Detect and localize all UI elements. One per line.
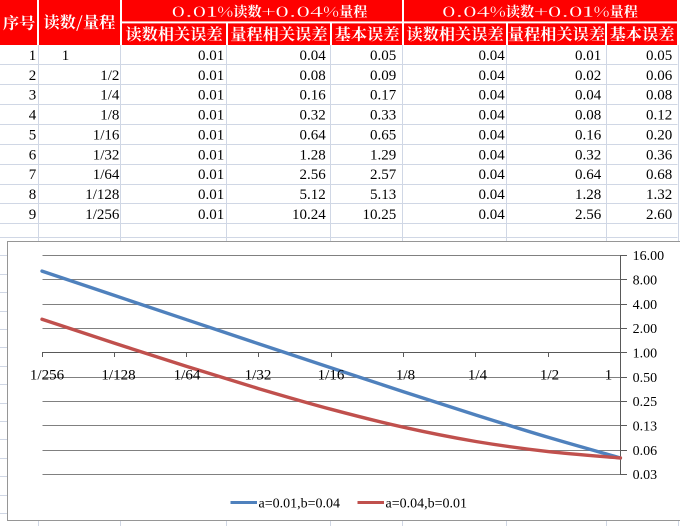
svg-text:1.28: 1.28 xyxy=(575,187,601,203)
svg-text:0.04: 0.04 xyxy=(479,207,506,223)
svg-text:1/128: 1/128 xyxy=(85,187,119,203)
svg-text:3: 3 xyxy=(29,88,37,104)
svg-text:1/256: 1/256 xyxy=(85,207,120,223)
svg-text:0.04: 0.04 xyxy=(479,48,506,64)
svg-text:2.56: 2.56 xyxy=(575,207,602,223)
svg-text:0.08: 0.08 xyxy=(300,68,326,84)
svg-text:0.06: 0.06 xyxy=(633,444,658,459)
svg-text:0.12: 0.12 xyxy=(646,108,672,124)
svg-text:1/16: 1/16 xyxy=(318,367,345,383)
svg-text:2.56: 2.56 xyxy=(300,167,327,183)
svg-text:5: 5 xyxy=(29,127,37,143)
svg-text:a=0.01,b=0.04: a=0.01,b=0.04 xyxy=(259,497,341,512)
svg-text:0.04: 0.04 xyxy=(575,88,602,104)
svg-text:9: 9 xyxy=(29,207,37,223)
svg-text:0.01: 0.01 xyxy=(198,108,224,124)
svg-text:0.13: 0.13 xyxy=(633,420,658,435)
svg-text:0.04: 0.04 xyxy=(300,48,327,64)
svg-text:0.04: 0.04 xyxy=(479,167,506,183)
svg-text:0.01: 0.01 xyxy=(198,88,224,104)
svg-text:0.17: 0.17 xyxy=(370,88,397,104)
svg-text:1/256: 1/256 xyxy=(30,367,65,383)
svg-text:0.05: 0.05 xyxy=(646,48,672,64)
svg-text:1.28: 1.28 xyxy=(300,147,326,163)
svg-text:5.12: 5.12 xyxy=(300,187,326,203)
svg-text:4.00: 4.00 xyxy=(633,298,658,313)
svg-text:1/64: 1/64 xyxy=(93,167,120,183)
svg-text:10.24: 10.24 xyxy=(292,207,326,223)
svg-text:0.36: 0.36 xyxy=(646,147,673,163)
svg-text:1.32: 1.32 xyxy=(646,187,672,203)
svg-text:0.64: 0.64 xyxy=(575,167,602,183)
svg-text:0.25: 0.25 xyxy=(633,395,658,410)
svg-text:0.20: 0.20 xyxy=(646,127,672,143)
svg-text:0.32: 0.32 xyxy=(575,147,601,163)
svg-text:1/4: 1/4 xyxy=(100,88,120,104)
svg-text:1/128: 1/128 xyxy=(101,367,135,383)
svg-text:2.00: 2.00 xyxy=(633,322,658,337)
svg-text:16.00: 16.00 xyxy=(633,249,665,264)
svg-text:0.16: 0.16 xyxy=(300,88,327,104)
svg-text:1/32: 1/32 xyxy=(245,367,272,383)
svg-text:10.25: 10.25 xyxy=(363,207,397,223)
svg-text:2: 2 xyxy=(29,68,37,84)
svg-text:1/32: 1/32 xyxy=(93,147,120,163)
svg-text:1: 1 xyxy=(29,48,37,64)
svg-text:1/2: 1/2 xyxy=(540,367,559,383)
svg-text:0.64: 0.64 xyxy=(300,127,327,143)
svg-text:0.01: 0.01 xyxy=(198,127,224,143)
svg-text:0.01: 0.01 xyxy=(198,187,224,203)
svg-text:7: 7 xyxy=(29,167,37,183)
svg-text:1.00: 1.00 xyxy=(633,347,658,362)
svg-text:0.04: 0.04 xyxy=(479,127,506,143)
svg-text:8: 8 xyxy=(29,187,37,203)
svg-text:0.68: 0.68 xyxy=(646,167,672,183)
svg-text:1/16: 1/16 xyxy=(93,127,120,143)
svg-text:1/8: 1/8 xyxy=(100,108,119,124)
svg-text:0.50: 0.50 xyxy=(633,371,658,386)
svg-text:6: 6 xyxy=(29,147,37,163)
svg-text:0.01: 0.01 xyxy=(198,167,224,183)
svg-text:0.05: 0.05 xyxy=(370,48,396,64)
svg-text:1.29: 1.29 xyxy=(370,147,396,163)
svg-text:0.01: 0.01 xyxy=(198,207,224,223)
svg-text:1/8: 1/8 xyxy=(396,367,415,383)
svg-text:0.04: 0.04 xyxy=(479,147,506,163)
svg-text:5.13: 5.13 xyxy=(370,187,396,203)
svg-text:0.16: 0.16 xyxy=(575,127,602,143)
svg-text:0.04: 0.04 xyxy=(479,187,506,203)
svg-text:4: 4 xyxy=(29,108,37,124)
svg-text:0.65: 0.65 xyxy=(370,127,396,143)
svg-text:1/4: 1/4 xyxy=(468,367,488,383)
svg-text:0.02: 0.02 xyxy=(575,68,601,84)
svg-text:0.33: 0.33 xyxy=(370,108,396,124)
svg-text:0.32: 0.32 xyxy=(300,108,326,124)
svg-text:0.04: 0.04 xyxy=(479,68,506,84)
svg-text:0.01: 0.01 xyxy=(198,48,224,64)
svg-text:0.01: 0.01 xyxy=(198,68,224,84)
svg-text:2.57: 2.57 xyxy=(370,167,397,183)
svg-text:0.06: 0.06 xyxy=(646,68,673,84)
svg-text:0.08: 0.08 xyxy=(646,88,672,104)
svg-text:0.01: 0.01 xyxy=(198,147,224,163)
svg-text:0.03: 0.03 xyxy=(633,468,658,483)
svg-text:1/64: 1/64 xyxy=(174,367,201,383)
svg-text:a=0.04,b=0.01: a=0.04,b=0.01 xyxy=(386,497,468,512)
svg-text:0.01: 0.01 xyxy=(575,48,601,64)
svg-text:1/2: 1/2 xyxy=(100,68,119,84)
svg-text:0.04: 0.04 xyxy=(479,108,506,124)
svg-text:1: 1 xyxy=(62,48,70,64)
svg-text:0.09: 0.09 xyxy=(370,68,396,84)
svg-text:0.04: 0.04 xyxy=(479,88,506,104)
svg-text:1: 1 xyxy=(605,367,613,383)
svg-text:0.08: 0.08 xyxy=(575,108,601,124)
svg-text:8.00: 8.00 xyxy=(633,274,658,289)
svg-text:2.60: 2.60 xyxy=(646,207,672,223)
